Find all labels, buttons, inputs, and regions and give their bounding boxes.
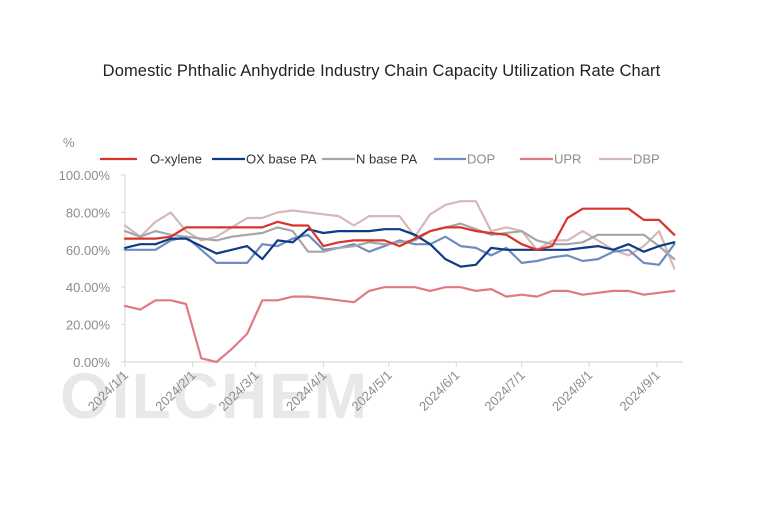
series-line-o-xylene — [123, 207, 676, 251]
x-tick-label: 2024/7/1 — [481, 368, 527, 414]
y-tick-label: 60.00% — [66, 243, 111, 258]
series-line-upr — [123, 286, 676, 364]
y-tick-label: 40.00% — [66, 280, 111, 295]
chart-title: Domestic Phthalic Anhydride Industry Cha… — [102, 62, 661, 80]
watermark: OILCHEM — [60, 360, 369, 432]
watermark-text: OILCHEM — [60, 360, 369, 432]
legend-item-n-base-pa: N base PA — [322, 152, 418, 167]
y-tick-label: 100.00% — [59, 168, 111, 183]
legend-label: DOP — [467, 152, 495, 167]
axes — [124, 175, 683, 363]
x-tick-label: 2024/6/1 — [416, 368, 462, 414]
series-line-n-base-pa — [123, 222, 676, 261]
series-line-ox-base-pa — [123, 228, 676, 268]
legend-item-dop: DOP — [434, 152, 495, 167]
legend-item-upr: UPR — [520, 152, 581, 167]
series-line-dbp — [123, 200, 676, 270]
legend-label: UPR — [554, 152, 581, 167]
series-lines — [123, 200, 676, 364]
legend-item-o-xylene: O-xylene — [100, 152, 202, 167]
y-tick-label: 20.00% — [66, 318, 111, 333]
y-tick-label: 0.00% — [73, 355, 110, 370]
y-axis-unit-label: % — [63, 135, 75, 150]
legend: O-xylene OX base PA N base PA DOP UPR DBP — [100, 152, 660, 167]
y-axis-ticks: 0.00% 20.00% 40.00% 60.00% 80.00% 100.00% — [59, 168, 125, 370]
y-tick-label: 80.00% — [66, 205, 111, 220]
series-line-dop — [123, 233, 676, 266]
legend-label: N base PA — [356, 152, 418, 167]
x-tick-label: 2024/9/1 — [617, 368, 663, 414]
legend-item-dbp: DBP — [599, 152, 660, 167]
legend-item-ox-base-pa: OX base PA — [212, 152, 317, 167]
legend-label: OX base PA — [246, 152, 317, 167]
legend-label: DBP — [633, 152, 660, 167]
x-tick-label: 2024/8/1 — [549, 368, 595, 414]
legend-label: O-xylene — [150, 152, 202, 167]
